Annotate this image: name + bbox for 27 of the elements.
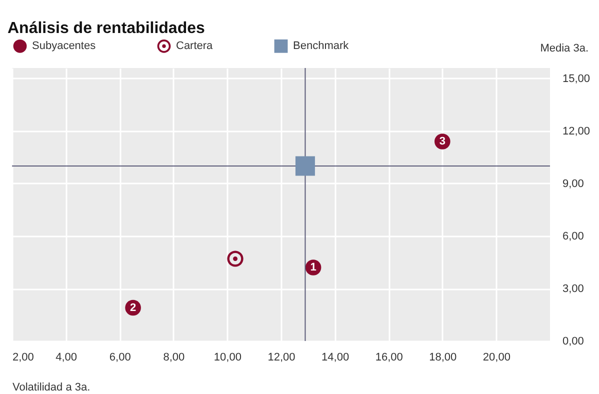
x-tick-label: 2,00 bbox=[12, 352, 34, 364]
x-tick-label: 14,00 bbox=[322, 352, 350, 364]
x-axis-title: Volatilidad a 3a. bbox=[12, 382, 90, 394]
x-tick-label: 4,00 bbox=[56, 352, 78, 364]
y-tick-label: 9,00 bbox=[562, 178, 584, 190]
y-tick-label: 6,00 bbox=[562, 230, 584, 242]
x-tick-label: 20,00 bbox=[482, 352, 510, 364]
x-tick-label: 12,00 bbox=[268, 352, 296, 364]
chart-title: Análisis de rentabilidades bbox=[8, 20, 205, 37]
point bbox=[227, 250, 244, 267]
x-tick-label: 10,00 bbox=[214, 352, 242, 364]
y-axis-title: Media 3a. bbox=[540, 42, 588, 54]
legend-label: Cartera bbox=[176, 40, 214, 52]
x-tick-label: 8,00 bbox=[163, 352, 185, 364]
annotation: 3 bbox=[439, 136, 446, 148]
y-tick-label: 0,00 bbox=[562, 336, 584, 348]
y-tick-label: 12,00 bbox=[562, 126, 590, 138]
point bbox=[295, 156, 315, 176]
x-tick-label: 18,00 bbox=[429, 352, 457, 364]
y-tick-label: 15,00 bbox=[562, 73, 590, 85]
y-tick-label: 3,00 bbox=[562, 283, 584, 295]
legend-label: Subyacentes bbox=[32, 40, 96, 52]
x-tick-label: 6,00 bbox=[109, 352, 131, 364]
legend-label: Benchmark bbox=[293, 40, 350, 52]
x-tick-label: 16,00 bbox=[375, 352, 403, 364]
annotation: 2 bbox=[130, 302, 136, 314]
annotation: 1 bbox=[310, 262, 316, 274]
